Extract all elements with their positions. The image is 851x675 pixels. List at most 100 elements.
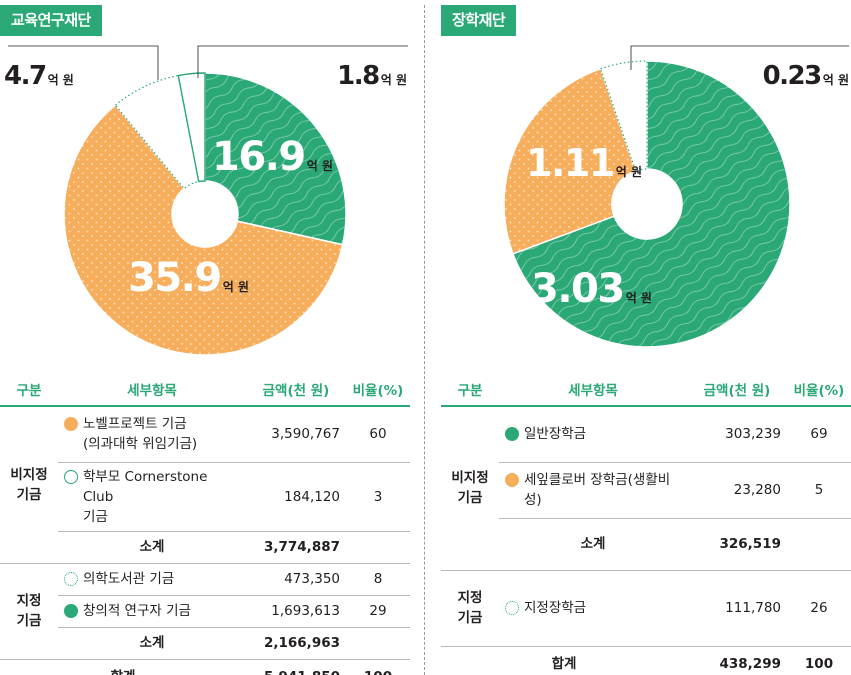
subtotal-label: 소계 [58,627,246,660]
percent-cell: 8 [346,563,410,596]
table-header: 구분 [0,373,58,407]
percent-cell: 60 [346,406,410,463]
total-amount: 5,941,850 [246,659,346,675]
item-cell: 세잎클로버 장학금(생활비성) [499,462,687,519]
subtotal-row: 소계 2,166,963 [0,627,410,660]
legend-item: 노벨프로젝트 기금 (의과대학 위임기금) [64,414,240,454]
table-row: 학부모 Cornerstone Club 기금 184,120 3 [0,462,410,532]
right-data-table: 구분 세부항목 금액(천 원) 비율(%) 비지정 기금 일반장학금 303,239 69 세잎… [441,373,851,675]
item-label: 세잎클로버 장학금(생활비성) [524,472,671,508]
table-row: 지정 기금 의학도서관 기금 473,350 8 [0,563,410,660]
donut-hole [613,170,681,238]
pie-slice-35-9 [63,104,344,356]
outline-circle-icon [64,469,78,484]
legend-item: 지정장학금 [505,598,681,618]
slice-label-3.03: 3.03 억 원 [531,266,652,312]
leader-line [8,45,159,80]
subtotal-label: 소계 [58,531,246,564]
table-header: 세부항목 [58,373,246,407]
item-cell: 학부모 Cornerstone Club 기금 [58,462,246,532]
total-amount: 438,299 [687,646,787,675]
slice-label-4.7: 4.7 억 원 [4,61,74,91]
table-header: 금액(천 원) [246,373,346,407]
subtotal-amount: 326,519 [687,518,787,571]
table-header: 금액(천 원) [687,373,787,407]
legend-item: 일반장학금 [505,424,681,444]
item-cell: 일반장학금 [499,406,687,463]
amount-cell: 1,693,613 [246,595,346,628]
pie-slice-0-23 [599,60,648,172]
donut-hole [173,182,237,246]
item-label: 창의적 연구자 기금 [83,603,191,619]
green-dot-icon [505,427,519,442]
pie-slice-4-7 [114,74,200,190]
amount-cell: 3,590,767 [246,406,346,463]
percent-cell: 26 [787,570,851,647]
item-label: 일반장학금 [524,426,587,443]
amount-cell: 23,280 [687,462,787,519]
amount-cell: 303,239 [687,406,787,463]
legend-item: 학부모 Cornerstone Club 기금 [64,467,240,527]
table-row: 비지정 기금 일반장학금 303,239 69 [441,406,851,571]
amount-cell: 473,350 [246,563,346,596]
pie-slice-3-03 [511,60,791,348]
subtotal-amount: 2,166,963 [246,627,346,660]
table-row: 비지정 기금 노벨프로젝트 기금 (의과대학 위임기금) 3,590,767 60 [0,406,410,564]
legend-item: 창의적 연구자 기금 [64,601,240,621]
percent-cell: 69 [787,406,851,463]
total-row: 합계 438,299 100 [441,646,851,675]
table-header: 비율(%) [346,373,410,407]
dotted-circle-icon [64,572,78,586]
item-cell: 노벨프로젝트 기금 (의과대학 위임기금) [58,406,246,463]
left-data-table: 구분 세부항목 금액(천 원) 비율(%) 비지정 기금 노벨프로젝트 기금 (의과대학 … [0,373,410,675]
item-cell: 의학도서관 기금 [58,563,246,596]
legend-item: 세잎클로버 장학금(생활비성) [505,470,681,510]
slice-label-1.11: 1.11 억 원 [526,141,642,185]
leader-line [197,45,408,78]
total-row: 합계5,941,850100 [0,659,410,675]
left-panel: 교육연구재단 16.9 억 원 35.9 억 원 4.7 억 원 1.8 억 원 구분 세부항목… [0,0,410,675]
subtotal-amount: 3,774,887 [246,531,346,564]
slice-label-0.23: 0.23 억 원 [763,61,849,91]
right-panel-title: 장학재단 [441,5,517,36]
item-label: 지정장학금 [524,600,587,616]
amount-cell: 184,120 [246,462,346,532]
item-label: 학부모 Cornerstone Club 기금 [83,468,208,525]
item-cell: 창의적 연구자 기금 [58,595,246,628]
left-donut-chart: 16.9 억 원 35.9 억 원 4.7 억 원 1.8 억 원 [4,45,408,356]
total-label: 합계 [441,646,687,675]
group-label: 지정 기금 [441,570,499,647]
panel-divider [424,5,425,675]
table-row: 지정 기금 지정장학금 111,780 26 [441,570,851,647]
amount-cell: 111,780 [687,570,787,647]
slice-label-16.9: 16.9 억 원 [212,134,333,180]
right-panel: 장학재단 3.03 억 원 1.11 억 원 0.23 억 원 구분 세부항목 금액(천 원)… [441,0,851,675]
total-percent: 100 [346,659,410,675]
orange-dot-icon [505,473,519,487]
orange-dot-icon [64,417,78,432]
item-label: 노벨프로젝트 기금 (의과대학 위임기금) [83,416,198,453]
subtotal-percent [346,531,410,564]
total-percent: 100 [787,646,851,675]
leader-line [630,45,849,70]
item-label: 의학도서관 기금 [83,571,175,587]
green-dot-icon [64,604,78,618]
item-cell: 지정장학금 [499,570,687,647]
table-row: 창의적 연구자 기금 1,693,613 29 [0,595,410,628]
table-header: 비율(%) [787,373,851,407]
pie-slice-1-11 [503,67,637,255]
group-label: 비지정 기금 [441,406,499,571]
percent-cell: 29 [346,595,410,628]
right-donut-chart: 3.03 억 원 1.11 억 원 0.23 억 원 [503,45,849,348]
subtotal-row: 소계 326,519 [441,518,851,571]
percent-cell: 3 [346,462,410,532]
table-header: 세부항목 [499,373,687,407]
legend-item: 의학도서관 기금 [64,569,240,589]
slice-label-1.8: 1.8 억 원 [337,61,407,91]
left-panel-title: 교육연구재단 [0,5,102,36]
group-label: 지정 기금 [0,563,58,660]
total-label: 합계 [0,659,246,675]
subtotal-row: 소계 3,774,887 [0,531,410,564]
dotted-circle-icon [505,601,519,615]
subtotal-percent [346,627,410,660]
